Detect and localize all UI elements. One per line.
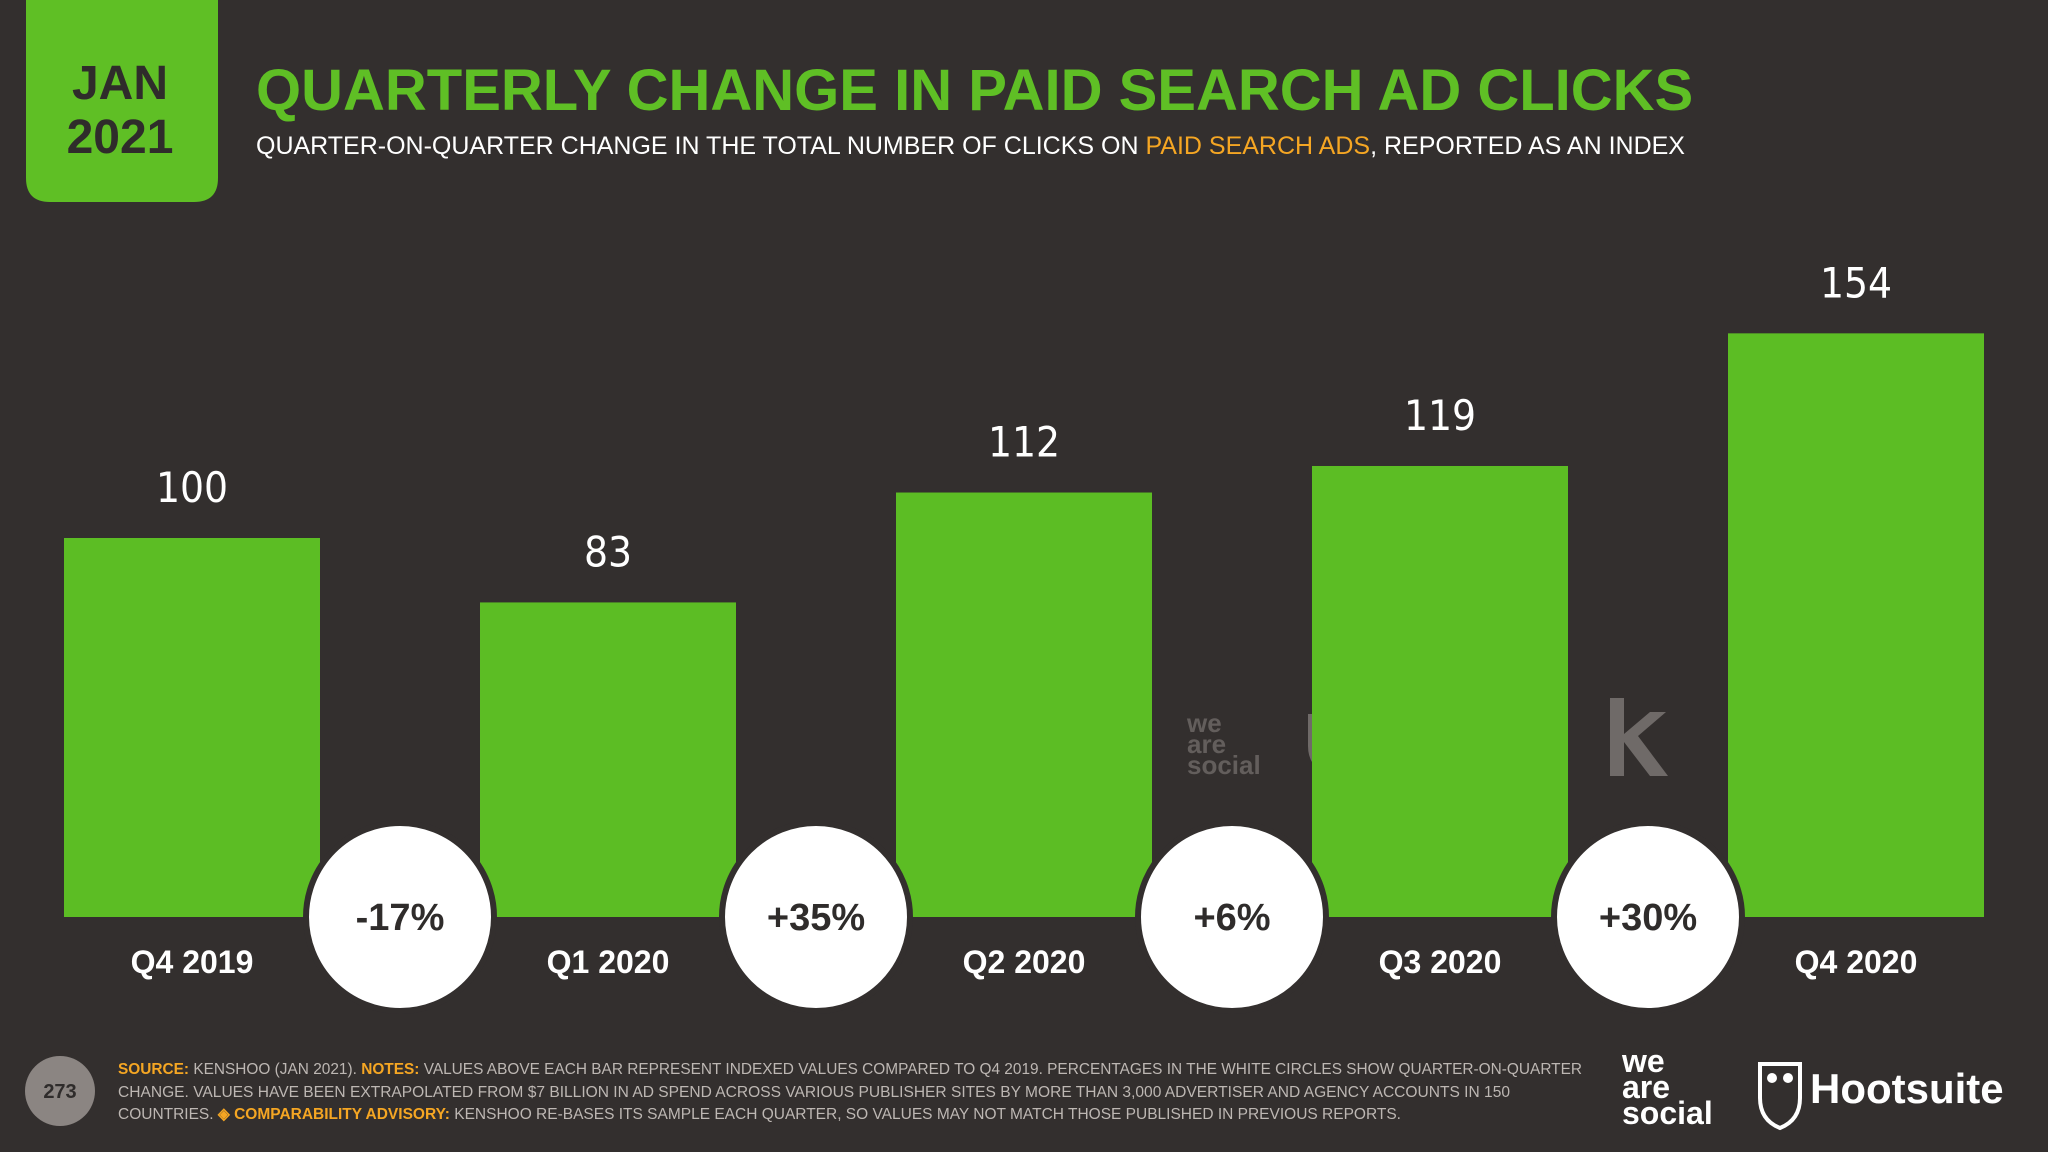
x-tick-label: Q2 2020 <box>963 944 1086 980</box>
footer-text: KENSHOO RE-BASES ITS SAMPLE EACH QUARTER… <box>450 1106 1401 1123</box>
logo-owl-eye <box>1783 1073 1793 1083</box>
logo-social: social <box>1622 1095 1713 1131</box>
footer-text: CHANGE. VALUES HAVE BEEN EXTRAPOLATED FR… <box>118 1084 1510 1101</box>
footer-line: SOURCE: KENSHOO (JAN 2021). NOTES: VALUE… <box>118 1061 1582 1078</box>
date-badge <box>26 0 218 202</box>
footer-line: CHANGE. VALUES HAVE BEEN EXTRAPOLATED FR… <box>118 1084 1510 1101</box>
subtitle: QUARTER-ON-QUARTER CHANGE IN THE TOTAL N… <box>256 132 1685 160</box>
footer-label: SOURCE: <box>118 1061 189 1078</box>
x-tick-label: Q3 2020 <box>1379 944 1502 980</box>
change-label: +6% <box>1193 897 1270 939</box>
chart-title: QUARTERLY CHANGE IN PAID SEARCH AD CLICK… <box>256 58 1693 123</box>
watermark-social: social <box>1187 750 1261 780</box>
footer-line: COUNTRIES. ◈ COMPARABILITY ADVISORY: KEN… <box>118 1106 1401 1123</box>
bar <box>64 538 320 917</box>
x-tick-label: Q4 2020 <box>1795 944 1918 980</box>
footer-text: KENSHOO (JAN 2021). <box>189 1061 361 1078</box>
bar <box>1728 333 1984 918</box>
footer-label: NOTES: <box>361 1061 419 1078</box>
logo-hootsuite: Hootsuite <box>1810 1065 2004 1112</box>
logo-owl-eye <box>1767 1073 1777 1083</box>
change-circle <box>303 820 497 1014</box>
logo-are: are <box>1622 1069 1670 1105</box>
subtitle-highlight: PAID SEARCH ADS <box>1145 132 1370 160</box>
watermark-are: are <box>1187 729 1226 759</box>
watermark-we: we <box>1186 708 1222 738</box>
change-label: -17% <box>356 897 445 939</box>
watermark-k <box>1610 698 1668 776</box>
plot-area: 100 Q4 2019 83 Q1 2020 112 Q2 2020 119 Q3 2020 1… <box>64 258 1984 1014</box>
value-label: 100 <box>156 463 228 512</box>
badge-year: 2021 <box>67 111 174 164</box>
footer-text: VALUES ABOVE EACH BAR REPRESENT INDEXED … <box>419 1061 1582 1078</box>
change-circle <box>1135 820 1329 1014</box>
value-label: 119 <box>1404 391 1476 440</box>
bar <box>896 492 1152 917</box>
value-label: 112 <box>988 418 1060 467</box>
page-number: 273 <box>43 1081 76 1103</box>
subtitle-part: QUARTER-ON-QUARTER CHANGE IN THE TOTAL N… <box>256 132 1145 160</box>
page-number-badge <box>25 1056 95 1126</box>
logo-owl <box>1758 1062 1802 1131</box>
badge-month: JAN <box>72 57 168 110</box>
bar <box>1312 465 1568 917</box>
change-circle <box>1551 820 1745 1014</box>
value-label: 154 <box>1820 258 1892 307</box>
footer-label: ◈ COMPARABILITY ADVISORY: <box>217 1106 450 1123</box>
change-label: +30% <box>1599 897 1697 939</box>
bar <box>480 602 736 917</box>
change-label: +35% <box>767 897 865 939</box>
logo-we: we <box>1621 1043 1665 1079</box>
value-label: 83 <box>584 527 632 576</box>
subtitle-part: , REPORTED AS AN INDEX <box>1370 132 1685 160</box>
footer-text: COUNTRIES. <box>118 1106 218 1123</box>
change-circle <box>719 820 913 1014</box>
x-tick-label: Q4 2019 <box>131 944 254 980</box>
x-tick-label: Q1 2020 <box>547 944 670 980</box>
